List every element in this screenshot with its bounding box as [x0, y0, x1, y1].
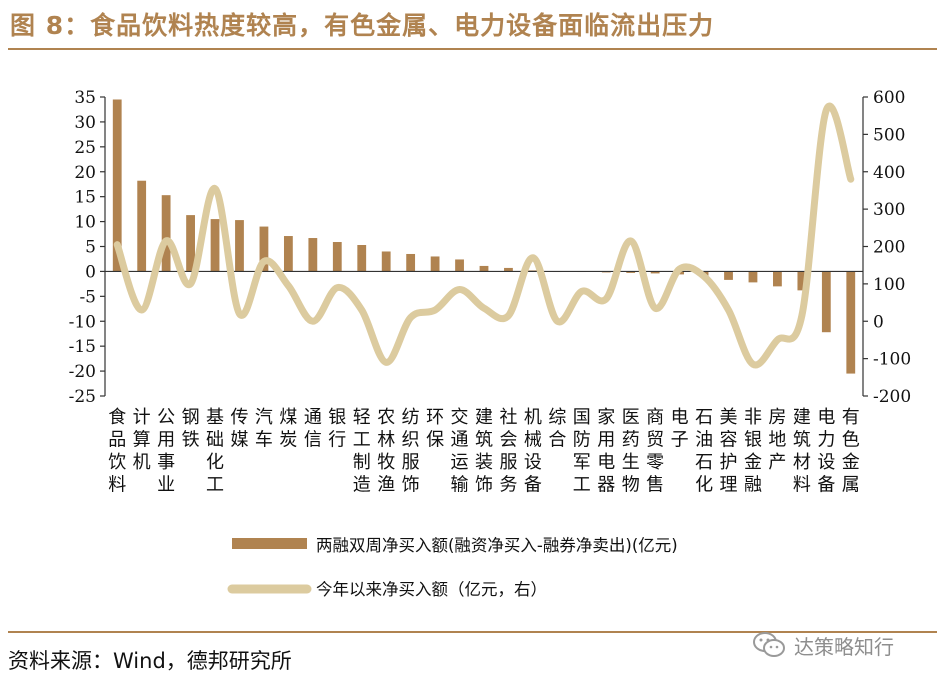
bar: [455, 259, 464, 272]
chart-canvas: 35 30 25 20 15 10 5 0 -5 -10 -15 -20 -25 600 500 400 30…: [69, 88, 912, 599]
watermark-text: 达策略知行: [794, 634, 894, 659]
bar: [797, 271, 807, 291]
category-label: 交通运输: [451, 407, 469, 496]
category-label: 商贸零售: [646, 407, 664, 496]
left-axis: 35 30 25 20 15 10 5 0 -5 -10 -15 -20 -25: [69, 88, 106, 407]
left-axis-tick-label: 5: [85, 238, 96, 258]
category-label: 银行: [328, 407, 346, 451]
category-label: 社会服务: [499, 407, 517, 496]
category-label: 石油石化: [695, 407, 713, 496]
left-axis-tick-label: -20: [69, 362, 96, 382]
right-axis-tick-label: 100: [873, 275, 905, 295]
category-label: 通信: [304, 407, 322, 451]
category-label: 轻工制造: [353, 407, 371, 496]
source-note: 资料来源：Wind，德邦研究所: [8, 649, 292, 673]
category-label: 电子: [671, 407, 689, 451]
category-label: 公用事业: [157, 407, 175, 496]
category-label: 传媒: [230, 407, 248, 451]
category-label: 家用电器: [597, 407, 615, 496]
left-axis-tick-label: 25: [74, 138, 96, 158]
category-label: 建筑材料: [793, 407, 811, 496]
bar: [430, 256, 440, 272]
bar: [259, 226, 269, 272]
chart-title: 图 8：食品饮料热度较高，有色金属、电力设备面临流出压力: [10, 11, 715, 40]
left-axis-tick-label: 35: [74, 88, 96, 108]
legend-label-line: 今年以来净买入额（亿元，右）: [316, 580, 547, 599]
category-label: 国防军工: [573, 407, 591, 496]
bar: [137, 180, 147, 272]
category-label: 非银金融: [744, 407, 762, 496]
bar: [724, 271, 733, 280]
category-label: 计算机: [133, 407, 151, 473]
legend-label-bar: 两融双周净买入额(融资净买入-融券净卖出)(亿元): [316, 536, 678, 555]
right-axis-tick-label: 300: [873, 200, 905, 220]
left-axis-tick-label: -5: [79, 287, 96, 307]
category-label: 机械设备: [524, 407, 542, 496]
bar: [332, 242, 342, 272]
left-axis-tick-label: 15: [74, 188, 96, 208]
category-label: 煤炭: [279, 407, 297, 451]
left-axis-tick-label: 30: [74, 113, 96, 133]
watermark: 达策略知行: [752, 628, 894, 662]
category-labels: 食品饮料计算机公用事业钢铁基础化工传媒汽车煤炭通信银行轻工制造农林牧渔纺织服饰环…: [108, 407, 860, 496]
category-label: 美容护理: [720, 407, 738, 496]
right-axis-tick-label: 500: [873, 125, 905, 145]
right-axis-tick-label: 200: [873, 238, 905, 258]
legend: 两融双周净买入额(融资净买入-融券净卖出)(亿元) 今年以来净买入额（亿元，右）: [227, 536, 678, 599]
category-label: 电力设备: [817, 407, 835, 496]
bar: [846, 271, 856, 374]
right-axis-tick-label: 0: [873, 312, 884, 332]
bar: [308, 238, 318, 272]
category-label: 有色金属: [842, 407, 860, 496]
category-label: 环保: [426, 407, 444, 451]
category-label: 钢铁: [182, 407, 200, 451]
left-axis-tick-label: -15: [69, 337, 96, 357]
category-label: 汽车: [255, 407, 273, 451]
category-label: 纺织服饰: [402, 407, 420, 496]
bar: [186, 215, 195, 272]
category-label: 建筑装饰: [475, 407, 493, 496]
category-label: 综合: [548, 407, 566, 451]
category-label: 基础化工: [206, 407, 224, 496]
right-axis-tick-label: -200: [873, 387, 911, 407]
legend-swatch-bar: [232, 538, 307, 549]
bar: [479, 265, 489, 272]
title-rule: [8, 48, 937, 50]
left-axis-tick-label: -25: [69, 387, 96, 407]
left-axis-tick-label: 20: [74, 163, 96, 183]
bar: [504, 267, 513, 272]
bar: [821, 271, 831, 333]
right-axis-tick-label: 400: [873, 163, 905, 183]
bar: [626, 271, 636, 273]
right-axis: 600 500 400 300 200 100 0 -100 -200: [862, 88, 911, 407]
bar: [235, 220, 244, 272]
category-label: 农林牧渔: [377, 407, 395, 496]
bar: [650, 271, 660, 274]
category-label: 房地产: [768, 407, 786, 473]
right-axis-tick-label: -100: [873, 350, 911, 370]
bar: [112, 99, 122, 272]
bar: [381, 251, 391, 272]
footer-rule: [8, 631, 937, 633]
category-label: 食品饮料: [108, 407, 126, 496]
bar: [283, 236, 293, 272]
bar: [357, 245, 367, 272]
bar-series: [112, 99, 856, 374]
category-label: 医药生物: [622, 407, 640, 496]
left-axis-tick-label: 10: [74, 213, 96, 233]
line-series-cumulative: [113, 102, 855, 369]
bar: [773, 271, 782, 287]
left-axis-tick-label: -10: [69, 312, 96, 332]
right-axis-tick-label: 600: [873, 88, 905, 108]
left-axis-tick-label: 0: [85, 262, 96, 282]
bar: [406, 253, 416, 272]
bar: [210, 219, 220, 272]
wechat-icon: [753, 632, 785, 657]
bar: [161, 195, 171, 272]
bar: [748, 271, 758, 283]
